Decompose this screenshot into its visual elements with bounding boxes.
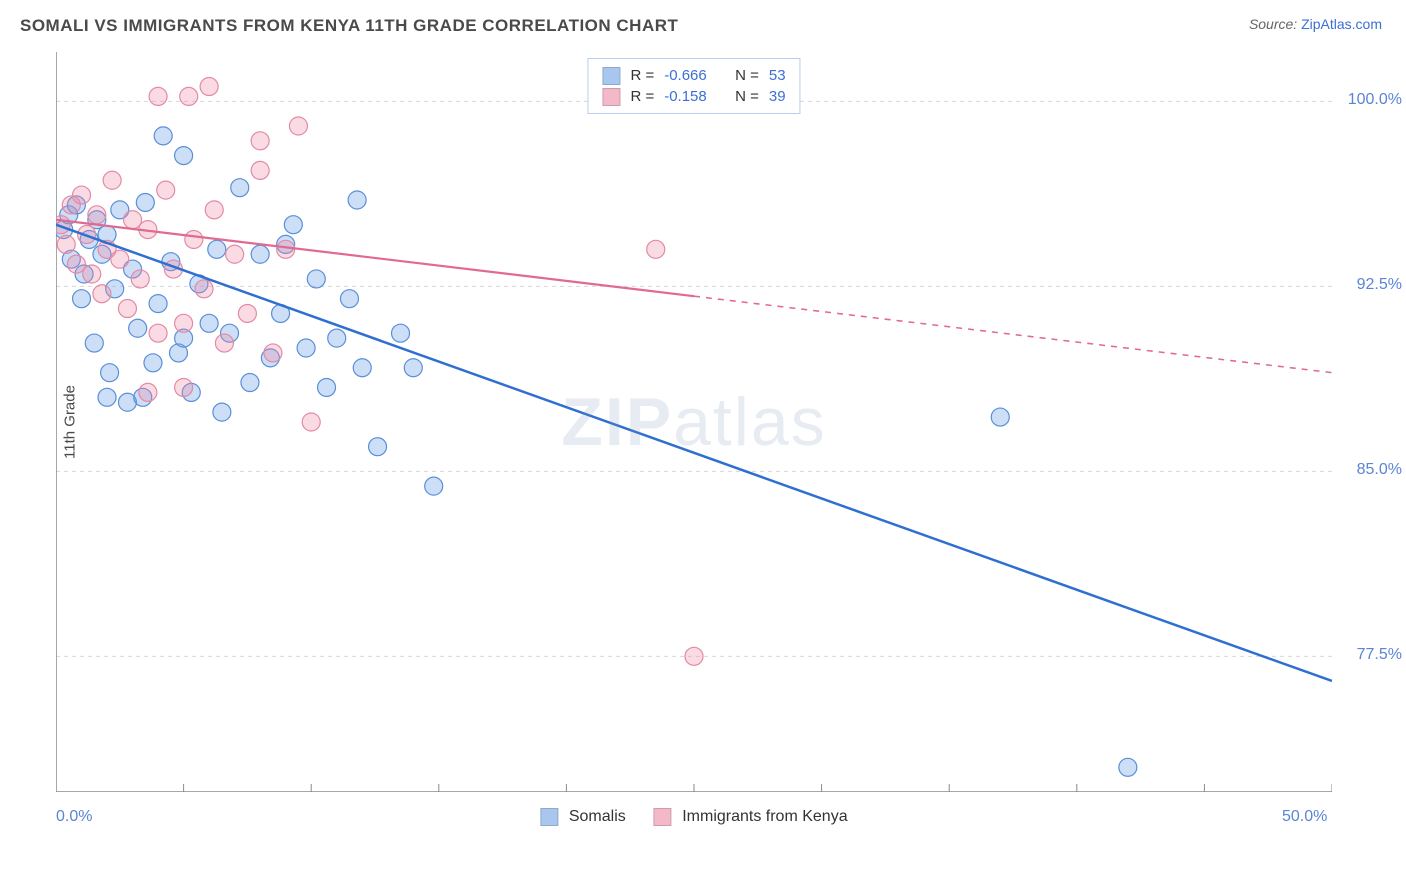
series-legend-item-0: Somalis — [540, 808, 625, 826]
legend-row-1: R = -0.158 N = 39 — [602, 86, 785, 107]
y-axis-label: 11th Grade — [62, 385, 79, 459]
legend-swatch-1 — [602, 88, 620, 106]
plot-area: 11th Grade ZIPatlas R = -0.666 N = 53 R … — [56, 52, 1332, 792]
n-value-1: 39 — [769, 86, 786, 107]
series-swatch-1 — [654, 808, 672, 826]
legend-swatch-0 — [602, 67, 620, 85]
x-tick-label: 0.0% — [56, 808, 92, 826]
r-value-1: -0.158 — [664, 86, 707, 107]
chart-container: SOMALI VS IMMIGRANTS FROM KENYA 11TH GRA… — [0, 0, 1406, 892]
series-swatch-0 — [540, 808, 558, 826]
series-label-1: Immigrants from Kenya — [682, 808, 847, 825]
series-label-0: Somalis — [569, 808, 626, 825]
source-link[interactable]: ZipAtlas.com — [1301, 16, 1382, 32]
series-legend-item-1: Immigrants from Kenya — [654, 808, 848, 826]
source-label: Source: — [1249, 16, 1297, 32]
r-label-1: R = — [630, 86, 654, 107]
series-legend: Somalis Immigrants from Kenya — [540, 808, 847, 826]
n-label-1: N = — [735, 86, 759, 107]
legend-row-0: R = -0.666 N = 53 — [602, 65, 785, 86]
chart-title: SOMALI VS IMMIGRANTS FROM KENYA 11TH GRA… — [20, 16, 678, 36]
y-tick-label: 92.5% — [1357, 276, 1402, 294]
y-tick-label: 77.5% — [1357, 646, 1402, 664]
r-value-0: -0.666 — [664, 65, 707, 86]
y-tick-label: 100.0% — [1348, 91, 1402, 109]
source-attribution: Source: ZipAtlas.com — [1249, 16, 1382, 32]
r-label-0: R = — [630, 65, 654, 86]
x-tick-label: 50.0% — [1282, 808, 1327, 826]
n-value-0: 53 — [769, 65, 786, 86]
n-label-0: N = — [735, 65, 759, 86]
header-row: SOMALI VS IMMIGRANTS FROM KENYA 11TH GRA… — [0, 0, 1406, 44]
correlation-legend: R = -0.666 N = 53 R = -0.158 N = 39 — [587, 58, 800, 114]
scatter-chart — [56, 52, 1332, 792]
y-tick-label: 85.0% — [1357, 461, 1402, 479]
